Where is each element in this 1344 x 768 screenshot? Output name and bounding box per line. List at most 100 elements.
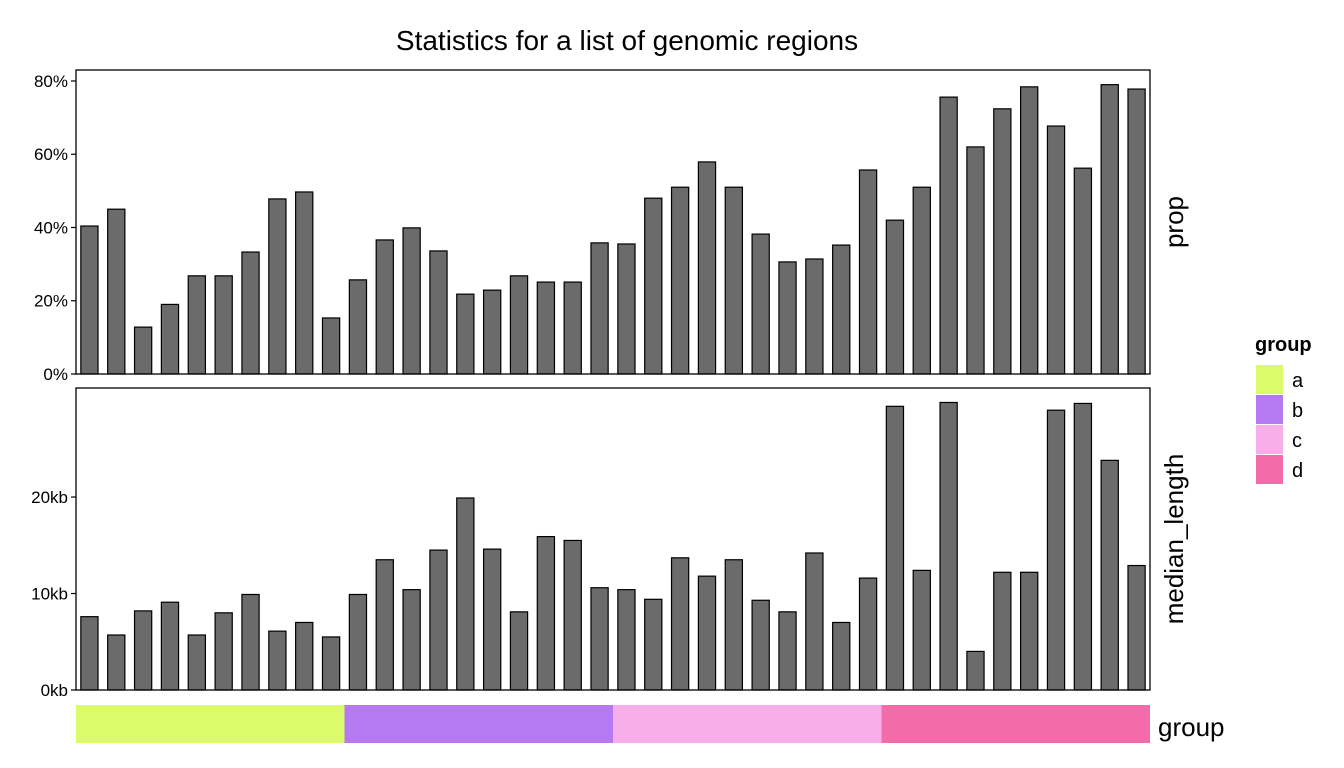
y-tick-label: 20%	[34, 292, 68, 311]
bar-median_length-35	[993, 571, 1012, 691]
bar-prop-38	[1073, 167, 1093, 375]
bar-prop-6	[214, 275, 233, 375]
panel-median_length: 0kb 10kb 20kb median_length	[31, 387, 1189, 700]
y-tick-label: 10kb	[31, 585, 68, 604]
bar-prop-32	[912, 186, 931, 375]
bar-prop-23	[670, 186, 690, 375]
bar-median_length-17	[509, 611, 529, 691]
bar-median_length-4	[160, 601, 180, 691]
bar-median_length-30	[858, 577, 878, 691]
bar-prop-10	[321, 317, 341, 375]
legend-swatch-c	[1256, 425, 1283, 454]
bar-median_length-16	[482, 548, 502, 691]
bar-prop-17	[509, 275, 529, 375]
bar-prop-12	[375, 239, 394, 375]
bar-prop-1	[80, 225, 99, 375]
bar-median_length-8	[268, 630, 287, 691]
legend-label-a: a	[1292, 370, 1304, 392]
bar-median_length-13	[402, 589, 421, 691]
bar-median_length-28	[805, 552, 824, 691]
bar-prop-27	[778, 261, 797, 375]
bar-prop-18	[536, 281, 556, 375]
bar-median_length-5	[187, 634, 207, 691]
legend-label-b: b	[1292, 400, 1303, 422]
bar-prop-5	[187, 275, 207, 375]
bar-median_length-40	[1127, 564, 1146, 691]
group-track-label: group	[1158, 712, 1225, 742]
bar-prop-3	[133, 326, 153, 375]
bar-prop-9	[295, 191, 314, 375]
chart-title: Statistics for a list of genomic regions	[396, 25, 858, 56]
bar-median_length-19	[563, 539, 582, 691]
bar-prop-19	[563, 281, 582, 375]
bar-median_length-25	[724, 559, 744, 691]
bar-median_length-39	[1100, 459, 1119, 691]
bar-prop-2	[107, 208, 126, 375]
bar-median_length-38	[1073, 402, 1093, 691]
legend-label-c: c	[1292, 430, 1302, 452]
bar-median_length-36	[1019, 571, 1039, 691]
bar-median_length-10	[321, 636, 341, 691]
bar-median_length-24	[697, 575, 717, 691]
legend-swatch-b	[1256, 395, 1283, 424]
legend-swatch-d	[1256, 455, 1283, 484]
group-segment-d	[881, 705, 1150, 743]
group-segment-c	[613, 705, 882, 743]
bar-prop-25	[724, 186, 744, 375]
bar-prop-37	[1046, 125, 1066, 375]
y-tick-label: 0%	[43, 365, 68, 384]
bar-median_length-34	[966, 650, 985, 691]
legend-title: group	[1255, 334, 1312, 356]
bar-median_length-29	[832, 621, 851, 691]
bar-median_length-32	[912, 569, 931, 691]
y-tick-label: 60%	[34, 145, 68, 164]
group-segment-a	[76, 705, 345, 743]
bar-median_length-18	[536, 535, 556, 691]
bar-median_length-26	[751, 599, 770, 691]
bar-prop-30	[858, 169, 878, 375]
bar-prop-33	[939, 96, 958, 375]
y-tick-label: 0kb	[41, 681, 68, 700]
bar-prop-35	[993, 108, 1012, 375]
bar-prop-4	[160, 303, 180, 375]
bar-prop-34	[966, 146, 985, 375]
bar-prop-11	[348, 279, 368, 375]
y-tick-label: 40%	[34, 218, 68, 237]
bar-prop-16	[482, 289, 502, 375]
bar-prop-8	[268, 198, 287, 375]
bar-median_length-1	[80, 616, 99, 691]
bar-prop-15	[456, 293, 475, 375]
bar-median_length-6	[214, 612, 233, 691]
bar-prop-40	[1127, 88, 1146, 375]
bar-median_length-15	[456, 497, 475, 691]
strip-label-prop: prop	[1159, 196, 1189, 248]
bar-prop-14	[429, 250, 448, 375]
bar-prop-13	[402, 227, 421, 375]
bar-prop-28	[805, 258, 824, 375]
bar-median_length-37	[1046, 409, 1066, 691]
panel-border	[75, 69, 1151, 375]
bar-prop-21	[617, 243, 636, 375]
strip-label-median_length: median_length	[1159, 454, 1189, 625]
bar-prop-26	[751, 233, 770, 375]
bar-prop-29	[832, 244, 851, 375]
bar-median_length-21	[617, 589, 636, 691]
legend-swatch-a	[1256, 365, 1283, 394]
bar-median_length-22	[644, 598, 663, 691]
bar-prop-36	[1019, 86, 1039, 375]
bar-prop-31	[885, 219, 905, 375]
bar-median_length-9	[295, 621, 314, 691]
bar-median_length-31	[885, 405, 905, 691]
bar-median_length-3	[133, 610, 153, 691]
bar-median_length-14	[429, 549, 448, 691]
bar-median_length-20	[590, 587, 609, 691]
bar-prop-22	[644, 197, 663, 375]
bar-prop-20	[590, 242, 609, 375]
panel-prop: 0% 20% 40% 60% 80% prop	[34, 69, 1189, 384]
bar-prop-24	[697, 161, 717, 375]
bar-median_length-27	[778, 611, 797, 691]
panel-border	[75, 387, 1151, 691]
y-tick-label: 80%	[34, 72, 68, 91]
bar-median_length-11	[348, 593, 368, 691]
